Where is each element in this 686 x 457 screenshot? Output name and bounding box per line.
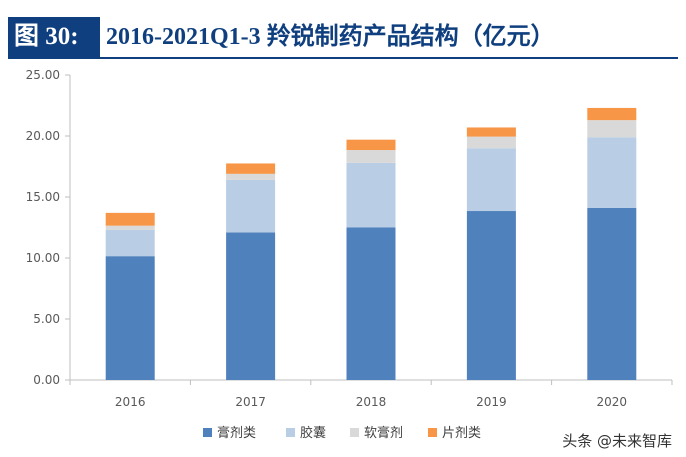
legend-label: 膏剂类 xyxy=(217,425,256,441)
bar-segment xyxy=(105,212,155,226)
bar-segment xyxy=(587,137,637,208)
x-category-label: 2019 xyxy=(476,395,507,409)
bar-segment xyxy=(346,227,396,380)
y-tick-label: 10.00 xyxy=(26,251,60,265)
y-tick-label: 20.00 xyxy=(26,129,60,143)
bar-segment xyxy=(226,163,276,174)
legend-swatch xyxy=(428,428,437,437)
bar-segment xyxy=(587,207,637,380)
header-rule xyxy=(8,57,678,59)
bar-segment xyxy=(105,229,155,257)
bar-segment xyxy=(226,173,276,180)
bar-segment xyxy=(587,107,637,121)
legend-label: 软膏剂 xyxy=(364,425,403,441)
bar-segment xyxy=(587,120,637,138)
bar-segment xyxy=(105,256,155,380)
legend-label: 胶囊 xyxy=(300,425,326,441)
bar-segment xyxy=(346,162,396,228)
watermark: 头条 @未来智库 xyxy=(562,432,672,450)
bar-segment xyxy=(466,136,516,149)
x-category-label: 2016 xyxy=(115,395,146,409)
bar-segment xyxy=(466,148,516,212)
x-category-label: 2018 xyxy=(356,395,387,409)
bar-segment xyxy=(466,211,516,380)
legend-swatch xyxy=(350,428,359,437)
legend-swatch xyxy=(286,428,295,437)
bar-segment xyxy=(226,179,276,233)
bar-segment xyxy=(466,127,516,137)
y-tick-label: 5.00 xyxy=(33,312,60,326)
figure-header: 图 30: 2016-2021Q1-3 羚锐制药产品结构（亿元） xyxy=(8,17,678,59)
bar-segment xyxy=(346,139,396,151)
legend-label: 片剂类 xyxy=(442,426,481,441)
figure-number-label: 图 30: xyxy=(8,17,100,57)
legend-swatch xyxy=(203,428,212,437)
x-category-label: 2017 xyxy=(235,395,266,409)
y-tick-label: 0.00 xyxy=(33,373,60,387)
y-tick-label: 25.00 xyxy=(26,68,60,82)
bar-segment xyxy=(226,232,276,380)
figure-title: 2016-2021Q1-3 羚锐制药产品结构（亿元） xyxy=(106,24,555,50)
bar-segment xyxy=(105,225,155,230)
bar-segment xyxy=(346,150,396,163)
y-tick-label: 15.00 xyxy=(26,190,60,204)
x-category-label: 2020 xyxy=(597,395,628,409)
